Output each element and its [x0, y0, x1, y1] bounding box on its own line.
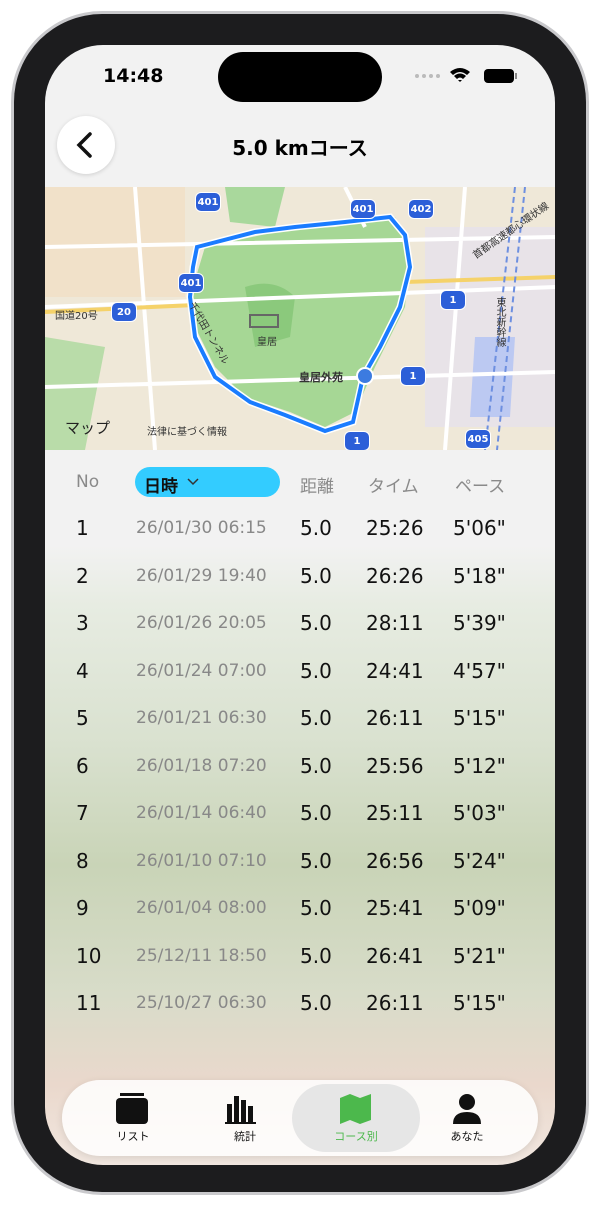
tab-label[interactable]: 統計	[234, 1130, 256, 1143]
route-shield: 401	[195, 192, 221, 212]
column-header: 距離	[300, 477, 334, 497]
row-date: 26/01/29 19:40	[136, 565, 267, 586]
column-header[interactable]: 日時	[144, 477, 178, 497]
route-shield: 20	[111, 302, 137, 322]
row-date: 26/01/30 06:15	[136, 518, 267, 538]
route-shield: 401	[178, 273, 204, 293]
row-cell: 25:41	[366, 896, 424, 920]
row-date: 25/10/27 06:30	[136, 993, 267, 1013]
map-label: 皇居外苑	[299, 371, 343, 384]
row-cell: 5'03"	[453, 801, 506, 825]
row-date: 25/12/11 18:50	[136, 945, 267, 966]
row-date: 26/01/14 06:40	[136, 803, 267, 823]
map-label: 法律に基づく情報	[147, 427, 227, 438]
row-cell: 5	[76, 706, 89, 730]
route-shield: 401	[350, 199, 376, 219]
row-cell: 11	[76, 991, 102, 1015]
row-cell: 5'12"	[453, 753, 506, 778]
row-cell: 5.0	[300, 516, 332, 540]
tab-label[interactable]: あなた	[450, 1130, 484, 1143]
row-cell: 5'15"	[453, 991, 506, 1015]
row-cell: 5.0	[300, 658, 332, 683]
row-cell: 26:41	[366, 943, 424, 968]
row-cell: 2	[76, 563, 89, 588]
row-cell: 5.0	[300, 991, 332, 1015]
row-date: 26/01/26 20:05	[136, 613, 267, 633]
route-shield: 402	[408, 199, 434, 219]
route-shield: 1	[440, 290, 466, 310]
row-date: 26/01/18 07:20	[136, 755, 267, 776]
dynamic-island	[218, 52, 382, 102]
row-date: 26/01/21 06:30	[136, 708, 267, 728]
map-label: 皇居	[257, 337, 277, 348]
column-header: タイム	[368, 477, 419, 497]
row-cell: 5.0	[300, 896, 332, 920]
row-cell: 25:11	[366, 801, 424, 825]
row-cell: 6	[76, 753, 89, 778]
page-title: 5.0 kmコース	[232, 136, 368, 160]
row-cell: 5'18"	[453, 563, 506, 588]
row-cell: 5.0	[300, 801, 332, 825]
tab-label[interactable]: リスト	[116, 1130, 150, 1143]
map-drawing	[45, 187, 555, 450]
status-time: 14:48	[103, 65, 164, 87]
column-header: No	[76, 472, 100, 492]
row-cell: 4'57"	[453, 658, 506, 683]
row-date: 26/01/24 07:00	[136, 660, 267, 681]
row-cell: 5'06"	[453, 516, 506, 540]
row-cell: 5.0	[300, 611, 332, 635]
row-cell: 26:11	[366, 706, 424, 730]
row-cell: 26:56	[366, 848, 424, 873]
row-cell: 5.0	[300, 706, 332, 730]
row-cell: 26:26	[366, 563, 424, 588]
row-cell: 5'21"	[453, 943, 506, 968]
row-cell: 4	[76, 658, 89, 683]
row-cell: 5.0	[300, 848, 332, 873]
row-cell: 3	[76, 611, 89, 635]
route-shield: 1	[400, 366, 426, 386]
row-cell: 25:26	[366, 516, 424, 540]
tab-label[interactable]: コース別	[334, 1130, 378, 1143]
sort-pill[interactable]	[135, 467, 280, 497]
map[interactable]: 401 401 402 401 20 1 1 1 405 国道20号 首都高速都心環状線 東北新幹線千…	[45, 187, 555, 450]
row-date: 26/01/04 08:00	[136, 898, 267, 918]
row-cell: 5.0	[300, 753, 332, 778]
row-cell: 5'15"	[453, 706, 506, 730]
row-cell: 5'39"	[453, 611, 506, 635]
row-cell: 5.0	[300, 943, 332, 968]
sort-chevron	[187, 478, 199, 486]
column-header: ペース	[455, 477, 506, 497]
row-cell: 10	[76, 943, 102, 968]
row-cell: 5'24"	[453, 848, 506, 873]
route-shield: 405	[465, 429, 491, 449]
row-date: 26/01/10 07:10	[136, 850, 267, 871]
status-icons	[415, 68, 517, 83]
map-label: マップ	[65, 419, 111, 437]
row-cell: 5'09"	[453, 896, 506, 920]
row-cell: 9	[76, 896, 89, 920]
row-cell: 26:11	[366, 991, 424, 1015]
route-shield: 1	[344, 431, 370, 450]
row-cell: 24:41	[366, 658, 424, 683]
row-cell: 8	[76, 848, 89, 873]
tab-icons	[116, 1093, 481, 1124]
back-button[interactable]	[57, 116, 115, 174]
map-label: 東北新幹線	[494, 297, 505, 347]
map-label: 国道20号	[55, 311, 98, 322]
row-cell: 1	[76, 516, 89, 540]
row-cell: 25:56	[366, 753, 424, 778]
row-cell: 28:11	[366, 611, 424, 635]
row-cell: 7	[76, 801, 89, 825]
row-cell: 5.0	[300, 563, 332, 588]
